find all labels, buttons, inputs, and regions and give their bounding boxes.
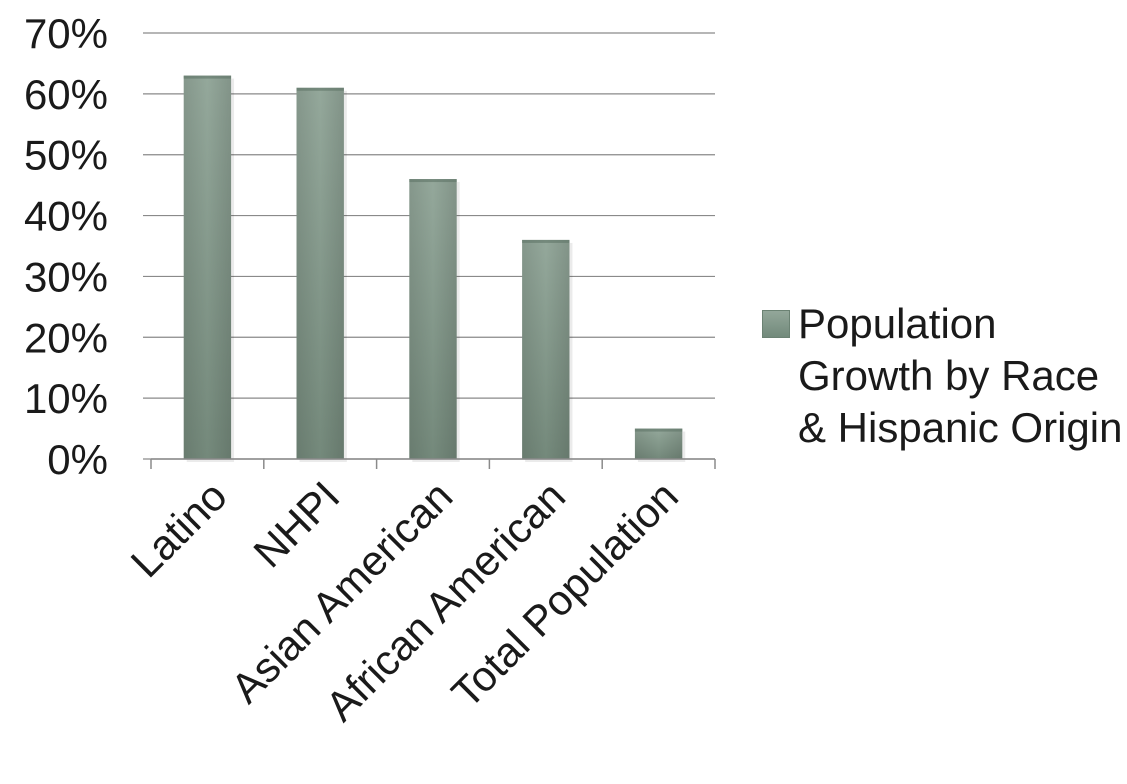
bar xyxy=(409,179,459,462)
y-axis-tick-labels: 0% 10% 20% 30% 40% 50% 60% 70% xyxy=(24,10,108,483)
y-tick-label: 10% xyxy=(24,375,108,422)
legend-swatch xyxy=(762,310,790,338)
x-category-label: NHPI xyxy=(244,472,348,576)
y-tick-label: 40% xyxy=(24,193,108,240)
x-category-label: Latino xyxy=(122,472,236,586)
bar xyxy=(522,240,572,462)
legend-label: Population Growth by Race & Hispanic Ori… xyxy=(798,298,1127,454)
y-tick-label: 60% xyxy=(24,71,108,118)
bars xyxy=(184,76,686,462)
y-tick-label: 20% xyxy=(24,314,108,361)
bar xyxy=(184,76,234,462)
y-tick-label: 30% xyxy=(24,253,108,300)
bar xyxy=(635,429,685,462)
bar xyxy=(297,88,347,462)
legend: Population Growth by Race & Hispanic Ori… xyxy=(762,298,1127,454)
y-tick-label: 70% xyxy=(24,10,108,57)
y-tick-label: 0% xyxy=(47,436,108,483)
y-tick-label: 50% xyxy=(24,132,108,179)
